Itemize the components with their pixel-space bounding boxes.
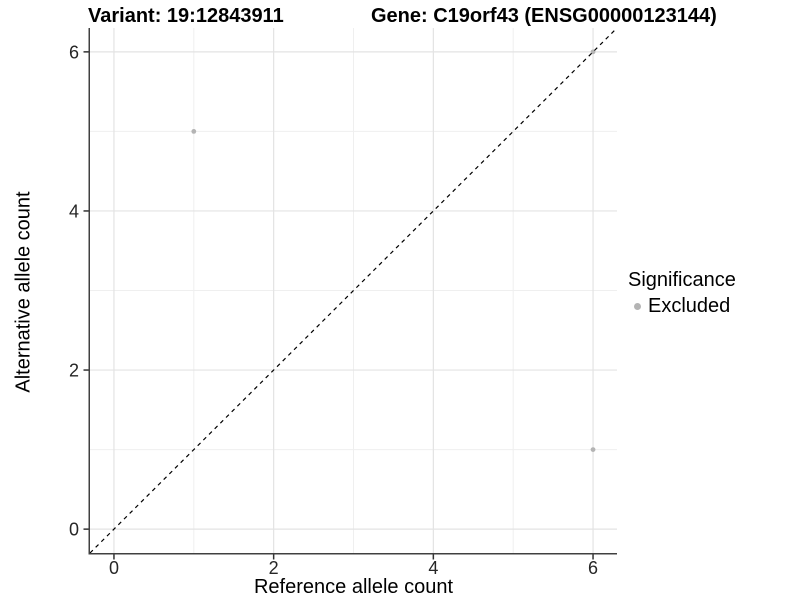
- gene-title: Gene: C19orf43 (ENSG00000123144): [371, 5, 717, 27]
- legend-items: Excluded: [628, 295, 736, 318]
- y-axis-title: Alternative allele count: [12, 191, 35, 393]
- x-tick-label: 2: [269, 558, 279, 578]
- variant-title: Variant: 19:12843911: [88, 5, 284, 27]
- legend-dot-icon: [634, 303, 641, 310]
- legend-title: Significance: [628, 269, 736, 291]
- identity-line: [89, 27, 618, 554]
- data-point: [590, 49, 596, 55]
- x-tick-label: 4: [428, 558, 438, 578]
- legend: Significance Excluded: [628, 269, 736, 318]
- y-tick-label: 0: [69, 520, 79, 540]
- data-point: [191, 129, 197, 134]
- x-tick-label: 0: [109, 558, 119, 578]
- legend-item: Excluded: [628, 295, 736, 318]
- legend-item-label: Excluded: [648, 295, 731, 317]
- x-tick-label: 6: [588, 558, 598, 578]
- y-tick-label: 2: [69, 361, 79, 381]
- data-point: [590, 447, 596, 452]
- x-axis-title: Reference allele count: [253, 576, 453, 598]
- y-tick-label: 4: [69, 201, 79, 221]
- y-tick-label: 6: [69, 42, 79, 62]
